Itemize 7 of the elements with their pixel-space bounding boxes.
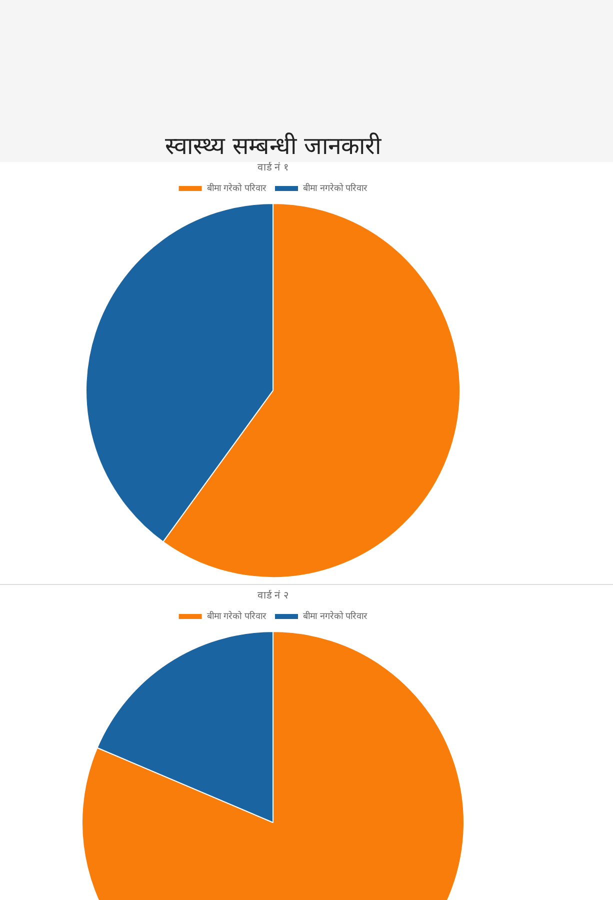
- legend-label: बीमा गरेको परिवार: [206, 610, 267, 622]
- chart-title: वार्ड नं २: [257, 590, 289, 602]
- chart-title: स्वास्थ्य सम्बन्धी जानकारी: [164, 131, 382, 161]
- legend-label: बीमा गरेको परिवार: [206, 182, 267, 194]
- legend-label: बीमा नगरेको परिवार: [303, 610, 368, 622]
- legend-label: बीमा नगरेको परिवार: [303, 182, 368, 194]
- chart-subtitle: वार्ड नं १: [257, 162, 289, 174]
